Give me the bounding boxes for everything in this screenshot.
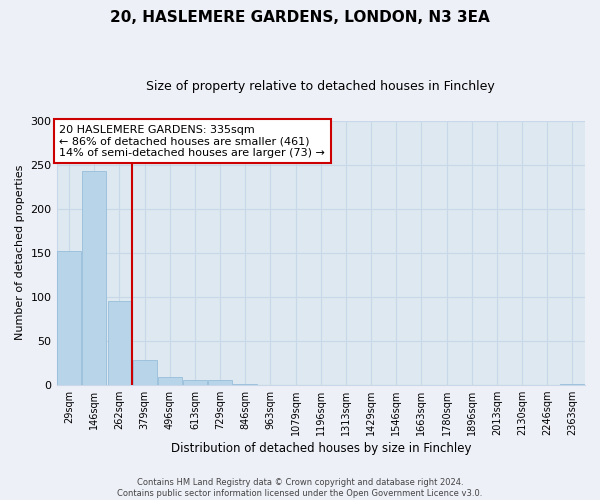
- Text: 20 HASLEMERE GARDENS: 335sqm
← 86% of detached houses are smaller (461)
14% of s: 20 HASLEMERE GARDENS: 335sqm ← 86% of de…: [59, 124, 325, 158]
- Bar: [57, 251, 81, 384]
- Y-axis label: Number of detached properties: Number of detached properties: [15, 165, 25, 340]
- Text: Contains HM Land Registry data © Crown copyright and database right 2024.
Contai: Contains HM Land Registry data © Crown c…: [118, 478, 482, 498]
- Bar: [158, 377, 182, 384]
- Bar: [183, 380, 207, 384]
- Bar: [208, 380, 232, 384]
- Bar: [82, 170, 106, 384]
- Bar: [107, 301, 131, 384]
- Bar: [133, 360, 157, 384]
- Text: 20, HASLEMERE GARDENS, LONDON, N3 3EA: 20, HASLEMERE GARDENS, LONDON, N3 3EA: [110, 10, 490, 25]
- X-axis label: Distribution of detached houses by size in Finchley: Distribution of detached houses by size …: [170, 442, 471, 455]
- Title: Size of property relative to detached houses in Finchley: Size of property relative to detached ho…: [146, 80, 495, 93]
